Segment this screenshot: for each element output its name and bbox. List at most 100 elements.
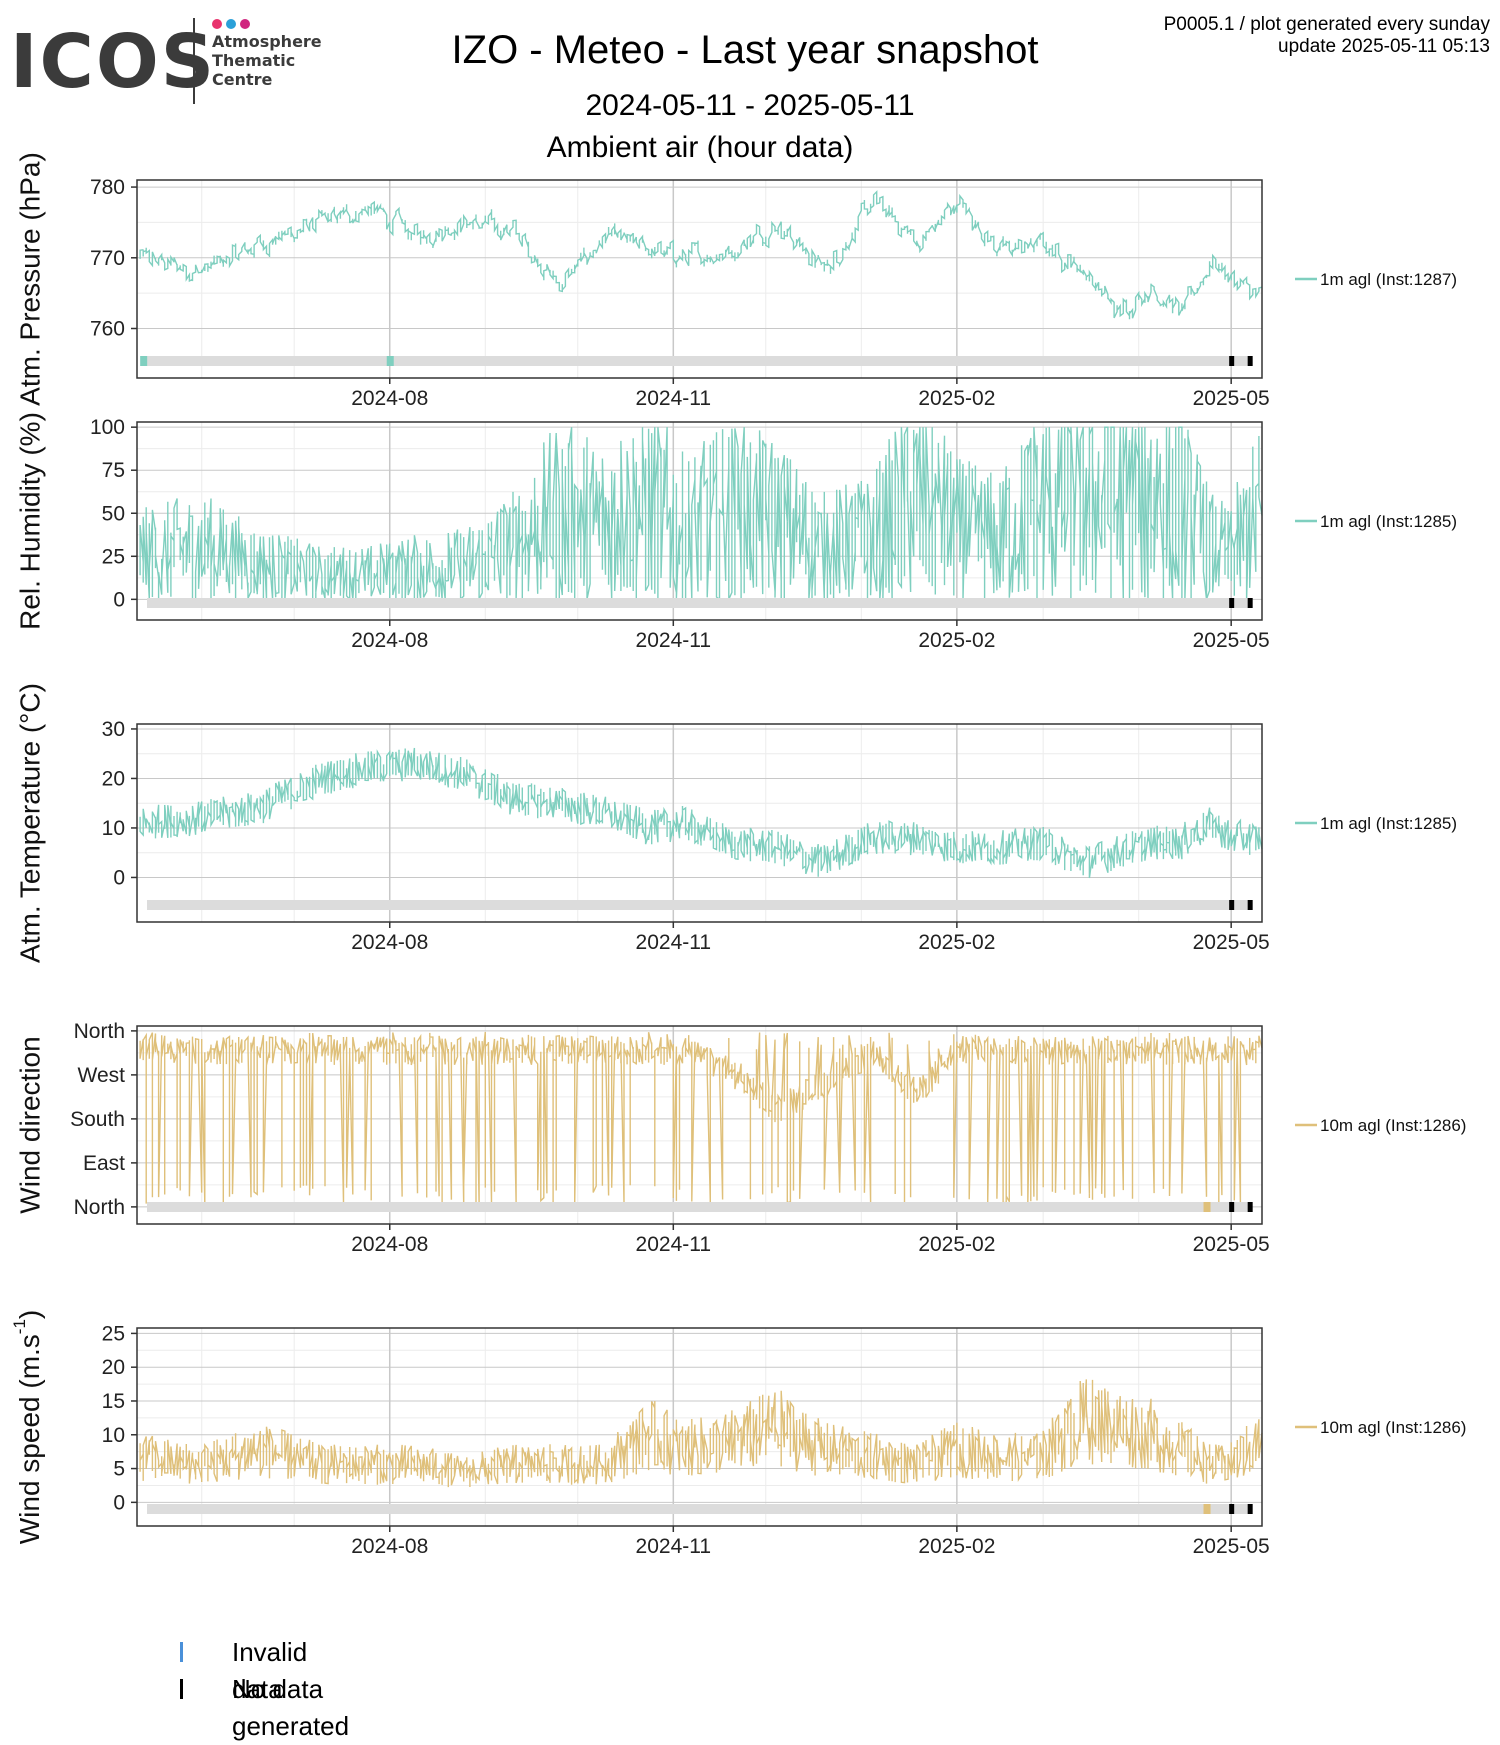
series-line	[139, 190, 1263, 320]
x-tick-label: 2024-11	[636, 387, 712, 410]
y-axis-label: Rel. Humidity (%)	[14, 412, 45, 630]
section-title: Ambient air (hour data)	[546, 131, 854, 164]
invalid-mark	[1203, 1504, 1211, 1514]
meta-line: update 2025-05-11 05:13	[1278, 36, 1490, 57]
x-tick-label: 2024-11	[636, 629, 712, 652]
y-tick-label: 770	[90, 247, 125, 270]
x-tick-label: 2024-08	[351, 387, 428, 410]
x-tick-label: 2024-11	[636, 1233, 712, 1256]
panel-border	[136, 723, 1263, 923]
y-tick-label: 30	[102, 718, 125, 741]
x-tick-label: 2025-05	[1193, 629, 1270, 652]
x-tick-label: 2025-05	[1193, 931, 1270, 954]
y-tick-label: 10	[102, 1424, 125, 1447]
status-bar	[147, 356, 1252, 366]
y-tick-label: 15	[102, 1390, 125, 1413]
series-line	[139, 1031, 1263, 1205]
invalid-mark	[140, 356, 148, 366]
panel-border	[136, 1327, 1263, 1527]
logo-subtitle: Atmosphere Thematic Centre	[212, 32, 322, 89]
invalid-mark	[386, 356, 394, 366]
y-tick-label: North	[74, 1020, 125, 1043]
date-range: 2024-05-11 - 2025-05-11	[585, 89, 915, 122]
y-tick-label: 760	[90, 318, 125, 341]
invalid-marker-icon	[180, 1642, 183, 1662]
y-tick-label: 10	[102, 817, 125, 840]
panel-border	[136, 179, 1263, 379]
logo-sub-line: Centre	[212, 70, 273, 89]
x-tick-label: 2025-02	[918, 1233, 995, 1256]
x-tick-label: 2024-08	[351, 629, 428, 652]
y-tick-label: 20	[102, 767, 125, 790]
invalid-mark	[1203, 1202, 1211, 1212]
logo-wordmark: ICOS	[10, 19, 217, 105]
y-tick-label: 5	[113, 1458, 125, 1481]
status-bar	[147, 1504, 1252, 1514]
nodata-mark	[1247, 1202, 1253, 1212]
x-tick-label: 2025-05	[1193, 387, 1270, 410]
nodata-mark	[1229, 1504, 1235, 1514]
legend-label: 10m agl (Inst:1286)	[1320, 1418, 1466, 1437]
y-tick-label: 25	[102, 545, 125, 568]
status-bar	[147, 598, 1252, 608]
y-tick-label: 0	[113, 866, 125, 889]
series-line	[139, 1379, 1263, 1488]
x-tick-label: 2025-05	[1193, 1535, 1270, 1558]
nodata-mark	[1247, 1504, 1253, 1514]
x-tick-label: 2025-05	[1193, 1233, 1270, 1256]
legend-label: 1m agl (Inst:1285)	[1320, 512, 1457, 531]
nodata-mark	[1229, 356, 1235, 366]
y-tick-label: 50	[102, 502, 125, 525]
legend-label: 1m agl (Inst:1287)	[1320, 270, 1457, 289]
y-tick-label: 0	[113, 588, 125, 611]
meta-line: P0005.1 / plot generated every sunday	[1163, 14, 1490, 35]
nodata-mark	[1247, 356, 1253, 366]
y-tick-label: North	[74, 1196, 125, 1219]
y-axis-label: Atm. Pressure (hPa)	[14, 152, 45, 406]
legend-nodata-label: No data generated	[232, 1674, 350, 1741]
nodata-mark	[1229, 598, 1235, 608]
legend-label: 10m agl (Inst:1286)	[1320, 1116, 1466, 1135]
x-tick-label: 2024-08	[351, 931, 428, 954]
panel-border	[136, 1025, 1263, 1225]
nodata-marker-icon	[180, 1679, 183, 1699]
y-tick-label: West	[78, 1064, 126, 1087]
nodata-mark	[1229, 1202, 1235, 1212]
legend-invalid-label: Invalid data	[232, 1637, 308, 1704]
x-tick-label: 2024-08	[351, 1233, 428, 1256]
logo-sub-line: Atmosphere	[212, 32, 322, 51]
series-line	[139, 426, 1263, 602]
plot-meta: P0005.1 / plot generated every sunday up…	[1164, 14, 1490, 58]
logo-sub-line: Thematic	[212, 51, 296, 70]
x-tick-label: 2025-02	[918, 1535, 995, 1558]
y-axis-label: Wind direction	[14, 1036, 45, 1213]
y-tick-label: 25	[102, 1322, 125, 1345]
icos-logo: ICOS Atmosphere Thematic Centre	[10, 14, 330, 104]
nodata-mark	[1247, 900, 1253, 910]
y-tick-label: 780	[90, 176, 125, 199]
y-tick-label: 0	[113, 1491, 125, 1514]
legend-label: 1m agl (Inst:1285)	[1320, 814, 1457, 833]
x-tick-label: 2025-02	[918, 629, 995, 652]
y-tick-label: 100	[90, 416, 125, 439]
x-tick-label: 2025-02	[918, 387, 995, 410]
y-tick-label: 20	[102, 1356, 125, 1379]
y-axis-label: Atm. Temperature (°C)	[14, 683, 45, 963]
x-tick-label: 2024-08	[351, 1535, 428, 1558]
series-line	[139, 747, 1263, 879]
y-axis-label: Wind speed (m.s-1)	[10, 1310, 45, 1545]
y-tick-label: East	[83, 1152, 125, 1175]
logo-divider	[193, 18, 195, 104]
logo-dots-icon	[212, 16, 254, 34]
panel-border	[136, 421, 1263, 621]
y-tick-label: 75	[102, 459, 125, 482]
page-title: IZO - Meteo - Last year snapshot	[451, 28, 1039, 72]
y-tick-label: South	[70, 1108, 125, 1131]
x-tick-label: 2024-11	[636, 931, 712, 954]
nodata-mark	[1229, 900, 1235, 910]
status-bar	[147, 1202, 1252, 1212]
nodata-mark	[1247, 598, 1253, 608]
x-tick-label: 2024-11	[636, 1535, 712, 1558]
status-bar	[147, 900, 1252, 910]
